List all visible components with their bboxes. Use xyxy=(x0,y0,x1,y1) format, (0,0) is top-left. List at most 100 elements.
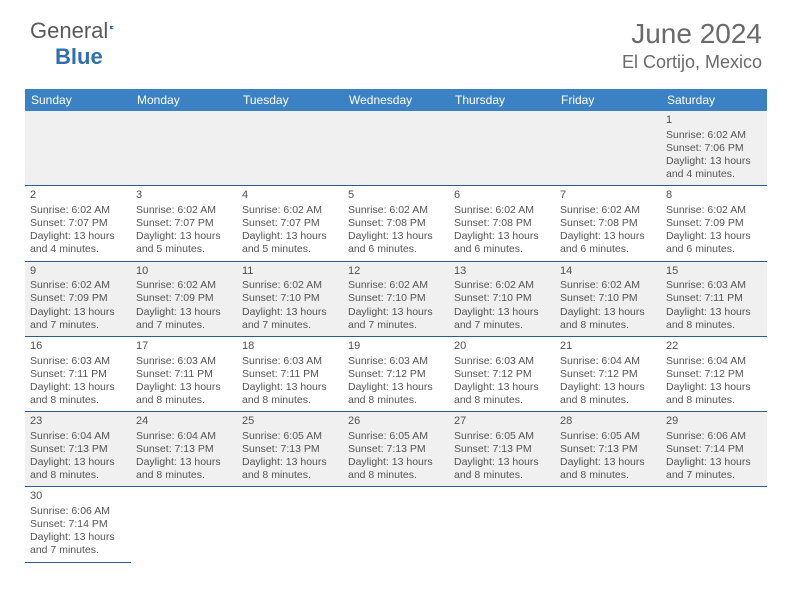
daylight-line: Daylight: 13 hours and 7 minutes. xyxy=(136,306,232,332)
day-number: 13 xyxy=(454,265,550,279)
sunset-line: Sunset: 7:12 PM xyxy=(560,368,656,381)
sunset-line: Sunset: 7:11 PM xyxy=(666,292,762,305)
day-number: 22 xyxy=(666,340,762,354)
calendar-week-row: 23Sunrise: 6:04 AMSunset: 7:13 PMDayligh… xyxy=(25,412,767,487)
sunset-line: Sunset: 7:11 PM xyxy=(242,368,338,381)
sunset-line: Sunset: 7:13 PM xyxy=(560,443,656,456)
calendar-week-row: 9Sunrise: 6:02 AMSunset: 7:09 PMDaylight… xyxy=(25,261,767,336)
day-cell: 26Sunrise: 6:05 AMSunset: 7:13 PMDayligh… xyxy=(343,412,449,487)
day-number: 1 xyxy=(666,114,762,128)
daylight-line: Daylight: 13 hours and 5 minutes. xyxy=(242,230,338,256)
day-number: 11 xyxy=(242,265,338,279)
daylight-line: Daylight: 13 hours and 7 minutes. xyxy=(454,306,550,332)
calendar-week-row: 16Sunrise: 6:03 AMSunset: 7:11 PMDayligh… xyxy=(25,336,767,411)
day-cell: 15Sunrise: 6:03 AMSunset: 7:11 PMDayligh… xyxy=(661,261,767,336)
day-cell: 5Sunrise: 6:02 AMSunset: 7:08 PMDaylight… xyxy=(343,186,449,261)
empty-cell xyxy=(343,487,449,562)
brand-part2: Blue xyxy=(55,44,103,70)
daylight-line: Daylight: 13 hours and 8 minutes. xyxy=(242,456,338,482)
empty-cell xyxy=(661,487,767,562)
daylight-line: Daylight: 13 hours and 8 minutes. xyxy=(666,306,762,332)
sunrise-line: Sunrise: 6:05 AM xyxy=(454,430,550,443)
day-cell: 9Sunrise: 6:02 AMSunset: 7:09 PMDaylight… xyxy=(25,261,131,336)
day-cell: 8Sunrise: 6:02 AMSunset: 7:09 PMDaylight… xyxy=(661,186,767,261)
sunset-line: Sunset: 7:13 PM xyxy=(454,443,550,456)
brand-logo: General xyxy=(30,18,136,44)
sunset-line: Sunset: 7:11 PM xyxy=(136,368,232,381)
sunrise-line: Sunrise: 6:06 AM xyxy=(30,505,126,518)
day-number: 9 xyxy=(30,265,126,279)
sunset-line: Sunset: 7:14 PM xyxy=(666,443,762,456)
sunrise-line: Sunrise: 6:02 AM xyxy=(666,204,762,217)
day-cell: 1Sunrise: 6:02 AMSunset: 7:06 PMDaylight… xyxy=(661,111,767,186)
day-cell: 28Sunrise: 6:05 AMSunset: 7:13 PMDayligh… xyxy=(555,412,661,487)
sunset-line: Sunset: 7:09 PM xyxy=(30,292,126,305)
day-cell: 27Sunrise: 6:05 AMSunset: 7:13 PMDayligh… xyxy=(449,412,555,487)
sunrise-line: Sunrise: 6:02 AM xyxy=(30,279,126,292)
sunset-line: Sunset: 7:12 PM xyxy=(348,368,444,381)
day-cell: 12Sunrise: 6:02 AMSunset: 7:10 PMDayligh… xyxy=(343,261,449,336)
sunset-line: Sunset: 7:06 PM xyxy=(666,142,762,155)
day-cell: 7Sunrise: 6:02 AMSunset: 7:08 PMDaylight… xyxy=(555,186,661,261)
sunrise-line: Sunrise: 6:05 AM xyxy=(242,430,338,443)
day-number: 18 xyxy=(242,340,338,354)
day-number: 3 xyxy=(136,189,232,203)
day-cell: 2Sunrise: 6:02 AMSunset: 7:07 PMDaylight… xyxy=(25,186,131,261)
sunrise-line: Sunrise: 6:02 AM xyxy=(348,279,444,292)
day-number: 21 xyxy=(560,340,656,354)
calendar-body: 1 Sunrise: 6:02 AM Sunset: 7:06 PM Daylight… xyxy=(25,111,767,562)
sunrise-line: Sunrise: 6:03 AM xyxy=(348,355,444,368)
daylight-line: Daylight: 13 hours and 7 minutes. xyxy=(30,306,126,332)
empty-cell xyxy=(449,111,555,186)
sunrise-line: Sunrise: 6:03 AM xyxy=(454,355,550,368)
sunrise-line: Sunrise: 6:02 AM xyxy=(242,279,338,292)
day-cell: 14Sunrise: 6:02 AMSunset: 7:10 PMDayligh… xyxy=(555,261,661,336)
empty-cell xyxy=(131,487,237,562)
calendar-table: SundayMondayTuesdayWednesdayThursdayFrid… xyxy=(25,89,767,563)
daylight-line: Daylight: 13 hours and 7 minutes. xyxy=(666,456,762,482)
daylight-line: Daylight: 13 hours and 8 minutes. xyxy=(30,456,126,482)
day-cell: 21Sunrise: 6:04 AMSunset: 7:12 PMDayligh… xyxy=(555,336,661,411)
day-number: 15 xyxy=(666,265,762,279)
sunset-line: Sunset: 7:07 PM xyxy=(136,217,232,230)
daylight-line: Daylight: 13 hours and 7 minutes. xyxy=(348,306,444,332)
day-cell: 4Sunrise: 6:02 AMSunset: 7:07 PMDaylight… xyxy=(237,186,343,261)
sunrise-line: Sunrise: 6:02 AM xyxy=(454,204,550,217)
daylight-line: Daylight: 13 hours and 5 minutes. xyxy=(136,230,232,256)
day-cell: 6Sunrise: 6:02 AMSunset: 7:08 PMDaylight… xyxy=(449,186,555,261)
empty-cell xyxy=(555,487,661,562)
sunset-line: Sunset: 7:08 PM xyxy=(348,217,444,230)
sunrise-line: Sunrise: 6:02 AM xyxy=(560,204,656,217)
sunset-line: Sunset: 7:14 PM xyxy=(30,518,126,531)
sunrise-line: Sunrise: 6:02 AM xyxy=(136,204,232,217)
daylight-line: Daylight: 13 hours and 8 minutes. xyxy=(560,306,656,332)
day-number: 24 xyxy=(136,415,232,429)
day-number: 7 xyxy=(560,189,656,203)
day-cell: 30Sunrise: 6:06 AMSunset: 7:14 PMDayligh… xyxy=(25,487,131,562)
day-cell: 29Sunrise: 6:06 AMSunset: 7:14 PMDayligh… xyxy=(661,412,767,487)
sunrise-line: Sunrise: 6:03 AM xyxy=(136,355,232,368)
day-cell: 11Sunrise: 6:02 AMSunset: 7:10 PMDayligh… xyxy=(237,261,343,336)
daylight-line: Daylight: 13 hours and 8 minutes. xyxy=(454,381,550,407)
weekday-header: Saturday xyxy=(661,89,767,111)
brand-part1: General xyxy=(30,18,108,44)
sunset-line: Sunset: 7:10 PM xyxy=(348,292,444,305)
sunset-line: Sunset: 7:09 PM xyxy=(666,217,762,230)
day-number: 10 xyxy=(136,265,232,279)
empty-cell xyxy=(237,111,343,186)
title-block: June 2024 El Cortijo, Mexico xyxy=(622,18,762,73)
sunrise-line: Sunrise: 6:02 AM xyxy=(560,279,656,292)
day-cell: 3Sunrise: 6:02 AMSunset: 7:07 PMDaylight… xyxy=(131,186,237,261)
day-number: 29 xyxy=(666,415,762,429)
sunrise-line: Sunrise: 6:04 AM xyxy=(666,355,762,368)
daylight-line: Daylight: 13 hours and 6 minutes. xyxy=(666,230,762,256)
daylight-line: Daylight: 13 hours and 8 minutes. xyxy=(136,381,232,407)
sunset-line: Sunset: 7:13 PM xyxy=(242,443,338,456)
sunrise-line: Sunrise: 6:06 AM xyxy=(666,430,762,443)
day-number: 17 xyxy=(136,340,232,354)
daylight-line: Daylight: 13 hours and 7 minutes. xyxy=(242,306,338,332)
sunrise-line: Sunrise: 6:02 AM xyxy=(454,279,550,292)
weekday-header: Thursday xyxy=(449,89,555,111)
daylight-line: Daylight: 13 hours and 6 minutes. xyxy=(348,230,444,256)
sunrise-line: Sunrise: 6:02 AM xyxy=(348,204,444,217)
